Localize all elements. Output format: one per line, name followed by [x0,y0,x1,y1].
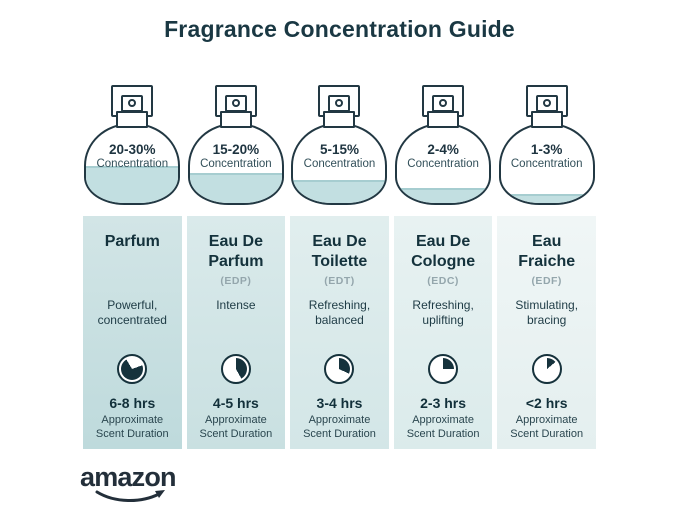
concentration-label: Concentration [303,158,376,170]
concentration-value: 5-15% [319,142,359,157]
nozzle-icon [128,99,137,107]
concentration-value: 2-4% [427,142,459,157]
amazon-logo: amazon [80,462,190,502]
liquid-fill [500,193,593,203]
duration-label: Approximate Scent Duration [510,414,584,440]
bottle-body-icon: 15-20% Concentration [187,123,284,205]
nozzle-icon [542,99,551,107]
perfume-bottle: 5-15% Concentration [290,85,389,210]
concentration-value: 20-30% [109,142,156,157]
fragrance-abbrev: (EDC) [427,275,459,287]
page-title: Fragrance Concentration Guide [164,16,515,42]
duration-label: Approximate Scent Duration [406,414,480,440]
fragrance-card-eau-de-toilette: Eau De Toilette (EDT) Refreshing, balanc… [290,216,389,449]
perfume-bottle: 2-4% Concentration [394,85,493,210]
bottle-collar-icon [530,111,563,128]
bottle-body-icon: 1-3% Concentration [498,123,595,205]
nozzle-icon [231,99,240,107]
fragrance-abbrev: (EDF) [531,275,562,287]
fragrance-name: Eau De Parfum [208,233,264,270]
fragrance-abbrev: (EDP) [220,275,252,287]
duration-value: 6-8 hrs [109,395,156,411]
fragrance-name: Eau Fraiche [518,233,576,270]
nozzle-icon [335,99,344,107]
duration-clock-icon [117,354,148,384]
fragrance-card-eau-de-parfum: Eau De Parfum (EDP) Intense 4-5 hrs Appr… [186,216,286,449]
amazon-smile-icon [95,490,165,502]
duration-label: Approximate Scent Duration [199,414,273,440]
liquid-fill [397,188,490,203]
liquid-fill [189,173,282,203]
duration-value: 3-4 hrs [316,395,363,411]
fragrance-description: Powerful, concentrated [97,298,167,327]
spray-button-icon [432,95,455,112]
duration-value: 2-3 hrs [420,395,467,411]
duration-value: <2 hrs [525,395,568,411]
fragrance-description: Stimulating, bracing [515,298,579,327]
fragrance-description: Refreshing, balanced [308,298,371,327]
perfume-bottle: 1-3% Concentration [497,85,596,210]
amazon-logo-text: amazon [80,462,177,492]
duration-label: Approximate Scent Duration [303,414,376,440]
liquid-fill [293,180,386,203]
fragrance-card-eau-de-cologne: Eau De Cologne (EDC) Refreshing, uplifti… [393,216,493,449]
concentration-value: 15-20% [212,142,260,157]
fragrance-name: Eau De Toilette [311,233,368,270]
fragrance-card-eau-fraiche: Eau Fraiche (EDF) Stimulating, bracing <… [497,216,596,449]
duration-clock-icon [220,354,251,384]
bottle-collar-icon [116,111,149,128]
liquid-fill [86,165,179,203]
bottle-row: 20-30% Concentration 15-20% Concentratio… [83,85,596,210]
spray-button-icon [121,95,144,112]
concentration-label: Concentration [510,158,583,170]
bottle-collar-icon [323,111,356,128]
bottle-collar-icon [427,111,460,128]
bottle-body-icon: 2-4% Concentration [395,123,492,205]
bottle-body-icon: 5-15% Concentration [291,123,388,205]
duration-clock-icon [324,354,355,384]
fragrance-name: Eau De Cologne [411,233,476,270]
spray-button-icon [535,95,558,112]
fragrance-description: Intense [216,298,256,312]
fragrance-description: Refreshing, uplifting [412,298,474,327]
duration-label: Approximate Scent Duration [95,414,169,440]
perfume-bottle: 15-20% Concentration [187,85,286,210]
concentration-label: Concentration [96,158,169,170]
fragrance-name: Parfum [104,233,160,250]
info-card-row: Parfum Powerful, concentrated 6-8 hrs Ap… [83,216,596,449]
bottle-body-icon: 20-30% Concentration [84,123,181,205]
bottle-collar-icon [219,111,252,128]
spray-button-icon [224,95,247,112]
duration-clock-icon [531,354,562,384]
concentration-label: Concentration [407,158,479,170]
fragrance-abbrev: (EDT) [324,275,355,287]
duration-value: 4-5 hrs [212,395,259,411]
concentration-label: Concentration [200,158,272,170]
concentration-value: 1-3% [530,142,563,157]
nozzle-icon [439,99,448,107]
duration-clock-icon [428,354,459,384]
spray-button-icon [328,95,351,112]
fragrance-card-parfum: Parfum Powerful, concentrated 6-8 hrs Ap… [83,216,182,449]
perfume-bottle: 20-30% Concentration [83,85,182,210]
